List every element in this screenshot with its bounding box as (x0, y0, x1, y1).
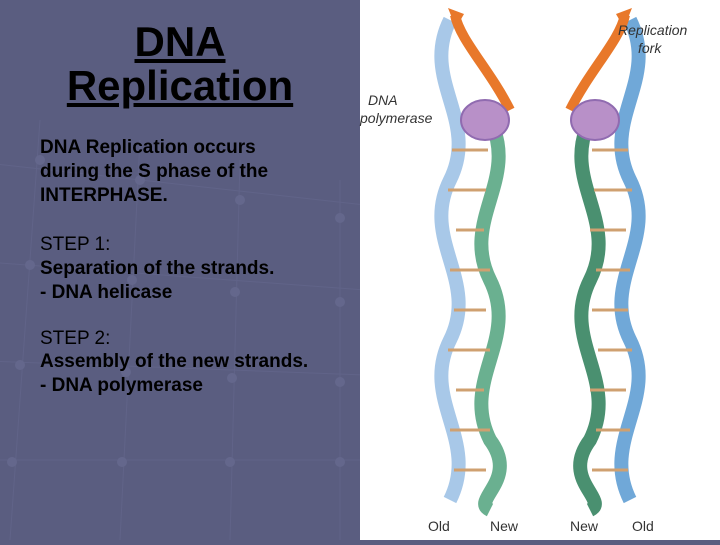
step1-line-sub: - DNA helicase (40, 282, 172, 303)
step1-heading: STEP 1: (40, 234, 110, 255)
label-new-left: New (490, 518, 518, 534)
slide-title: DNA Replication (40, 20, 320, 108)
step1-block: STEP 1: Separation of the strands. - DNA… (40, 233, 320, 304)
intro-paragraph: DNA Replication occurs during the S phas… (40, 136, 320, 207)
label-dna-polymerase-line1: DNA (368, 92, 398, 108)
dna-replication-figure: Replication fork DNA polymerase Old New … (360, 0, 720, 540)
step2-line-bold: Assembly of the new strands. (40, 351, 308, 372)
dna-diagram-svg (360, 0, 720, 540)
label-old-right: Old (632, 518, 654, 534)
label-replication-fork-line1: Replication (618, 22, 687, 38)
step2-line-sub: - DNA polymerase (40, 375, 203, 396)
label-replication-fork-line2: fork (638, 40, 661, 56)
title-line2: Replication (67, 62, 293, 109)
step1-line-bold: Separation of the strands. (40, 258, 274, 279)
label-old-left: Old (428, 518, 450, 534)
step2-block: STEP 2: Assembly of the new strands. - D… (40, 327, 320, 398)
label-dna-polymerase-line2: polymerase (360, 110, 432, 126)
step2-heading: STEP 2: (40, 328, 110, 349)
slide-text-content: DNA Replication DNA Replication occurs d… (0, 0, 360, 440)
label-new-right: New (570, 518, 598, 534)
title-line1: DNA (135, 18, 226, 65)
